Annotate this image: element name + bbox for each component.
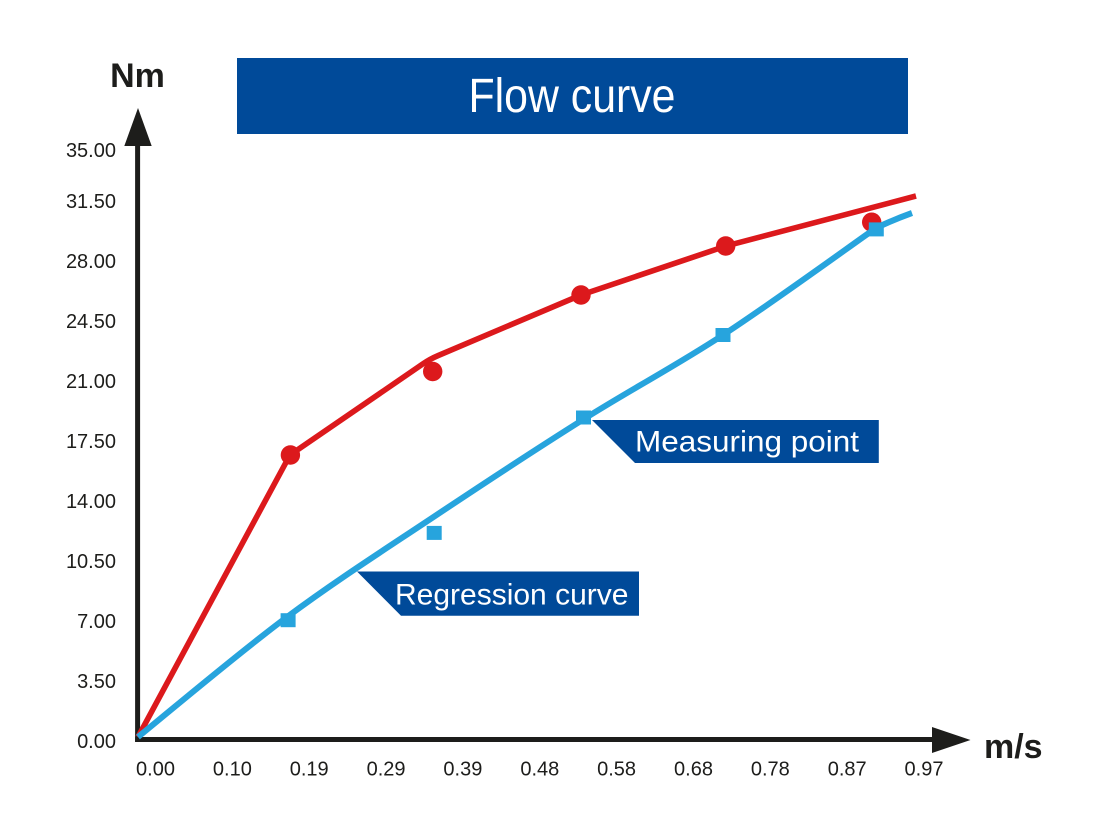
svg-text:0.10: 0.10 <box>213 758 252 780</box>
svg-text:Measuring point: Measuring point <box>635 426 860 459</box>
svg-text:0.00: 0.00 <box>77 731 116 753</box>
svg-text:31.50: 31.50 <box>66 191 116 213</box>
svg-text:0.00: 0.00 <box>136 758 175 780</box>
svg-text:0.29: 0.29 <box>367 758 406 780</box>
svg-text:35.00: 35.00 <box>66 140 116 162</box>
svg-text:0.68: 0.68 <box>674 758 713 780</box>
svg-text:0.39: 0.39 <box>443 758 482 780</box>
svg-text:3.50: 3.50 <box>77 671 116 693</box>
svg-text:0.87: 0.87 <box>828 758 867 780</box>
svg-text:14.00: 14.00 <box>66 491 116 513</box>
svg-text:Nm: Nm <box>110 57 165 95</box>
svg-text:7.00: 7.00 <box>77 611 116 633</box>
svg-text:0.58: 0.58 <box>597 758 636 780</box>
svg-text:21.00: 21.00 <box>66 371 116 393</box>
svg-text:0.19: 0.19 <box>290 758 329 780</box>
svg-text:17.50: 17.50 <box>66 431 116 453</box>
svg-text:0.78: 0.78 <box>751 758 790 780</box>
svg-text:0.48: 0.48 <box>520 758 559 780</box>
svg-text:m/s: m/s <box>984 728 1043 766</box>
svg-text:24.50: 24.50 <box>66 311 116 333</box>
svg-text:10.50: 10.50 <box>66 551 116 573</box>
svg-text:0.97: 0.97 <box>905 758 944 780</box>
svg-text:28.00: 28.00 <box>66 251 116 273</box>
svg-text:Flow curve: Flow curve <box>469 70 676 123</box>
svg-text:Regression curve: Regression curve <box>395 579 628 612</box>
